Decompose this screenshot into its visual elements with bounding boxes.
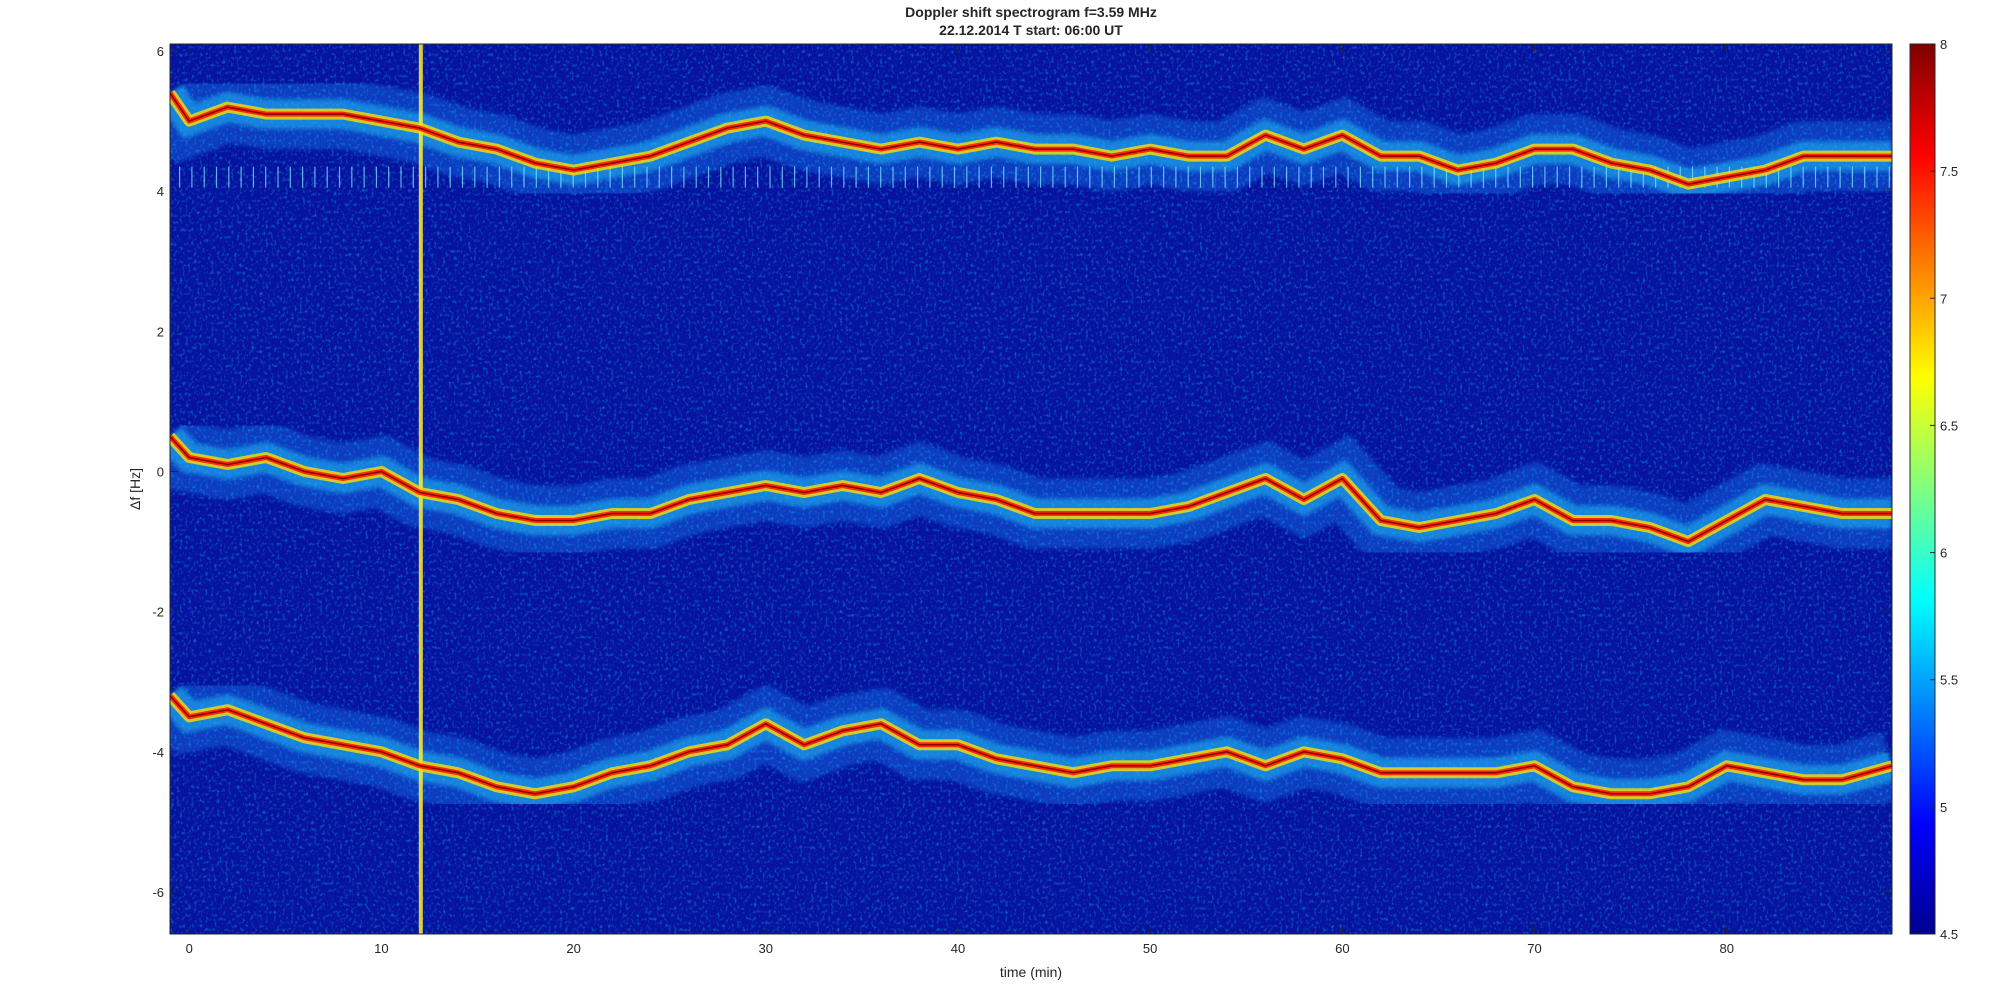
chart-title: Doppler shift spectrogram f=3.59 MHz [905,4,1157,20]
colorbar [1909,43,1936,935]
y-tick-label: -2 [152,605,164,620]
trace-core-2 [170,695,1892,795]
colorbar-tick-label: 6 [1940,546,1947,561]
y-tick-label: -6 [152,885,164,900]
y-tick-label: -4 [152,745,164,760]
y-tick-label: 4 [157,184,164,199]
x-axis: 0 10 20 30 40 50 60 70 80 [186,44,1734,956]
trace-core-1 [170,435,1892,543]
y-axis: -6 -4 -2 0 2 4 6 [152,44,1892,900]
colorbar-tick-label: 7.5 [1940,164,1958,179]
colorbar-tick-label: 5 [1940,800,1947,815]
colorbar-tick-label: 4.5 [1940,927,1958,942]
x-tick-label: 60 [1335,941,1349,956]
chart-subtitle: 22.12.2014 T start: 06:00 UT [939,22,1123,38]
x-tick-label: 30 [759,941,773,956]
colorbar-tick-label: 7 [1940,291,1947,306]
colorbar-tick-label: 5.5 [1940,673,1958,688]
y-tick-label: 0 [157,464,164,479]
speckle-noise [170,44,1892,934]
x-tick-label: 40 [951,941,965,956]
x-tick-label: 70 [1527,941,1541,956]
y-tick-label: 6 [157,44,164,59]
signal-traces [170,89,1892,800]
x-tick-label: 80 [1719,941,1733,956]
x-tick-label: 0 [186,941,193,956]
x-tick-label: 10 [374,941,388,956]
colorbar-tick-label: 8 [1940,37,1947,52]
y-tick-label: 2 [157,324,164,339]
y-axis-label: Δf [Hz] [127,468,143,510]
x-tick-label: 50 [1143,941,1157,956]
trace-core-0 [170,92,1892,185]
plot-frame [169,43,1893,935]
x-axis-label: time (min) [1000,964,1062,980]
colorbar-axis: 4.5 5 5.5 6 6.5 7 7.5 8 [1930,37,1958,942]
colorbar-tick-label: 6.5 [1940,418,1958,433]
x-tick-label: 20 [566,941,580,956]
